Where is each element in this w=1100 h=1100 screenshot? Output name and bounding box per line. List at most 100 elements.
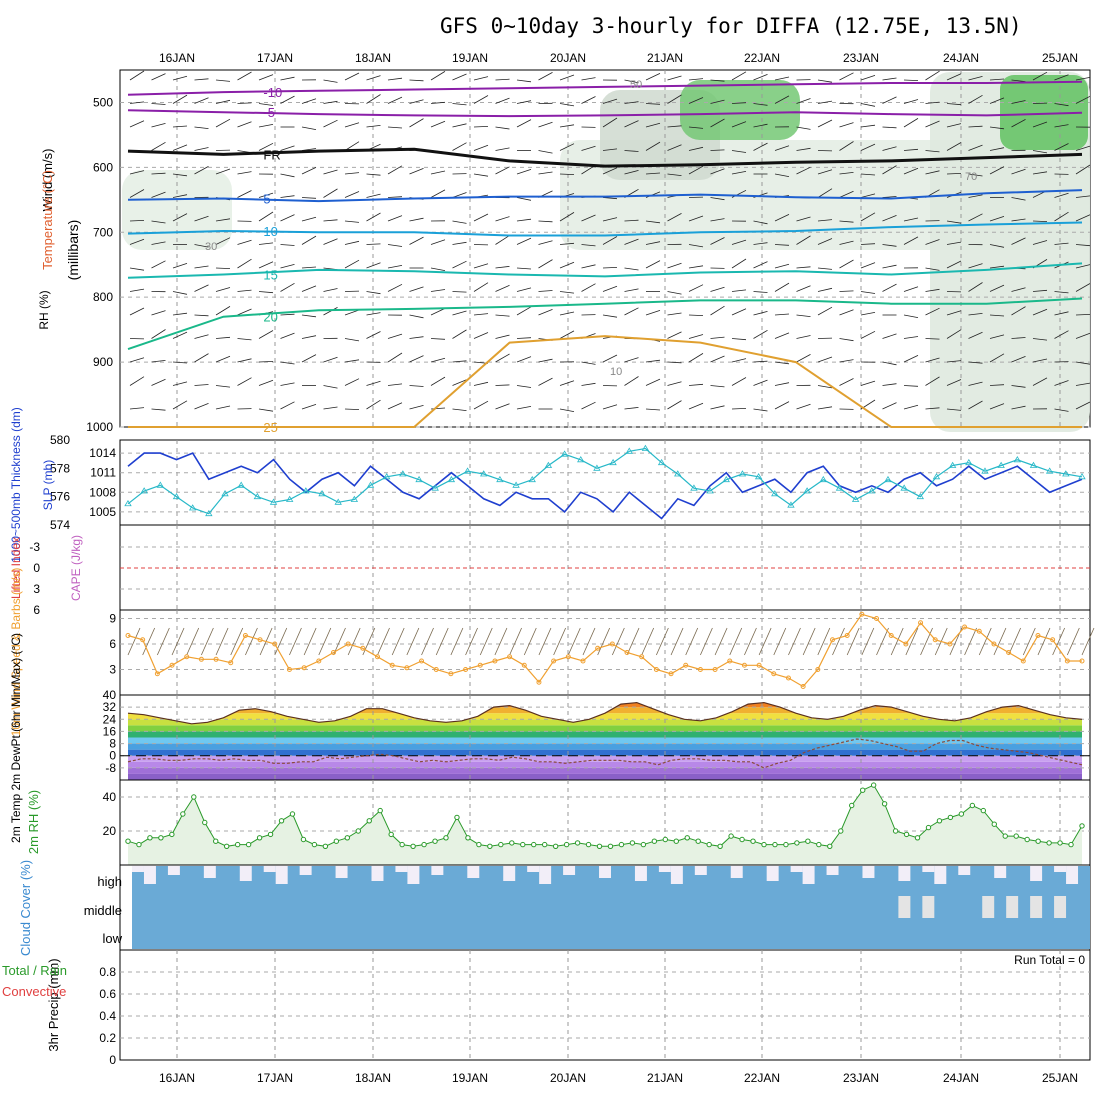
wind-barb [1054, 192, 1069, 198]
wind-tick-label: 3 [109, 663, 116, 677]
wind10m-point [316, 658, 322, 664]
rh-point [991, 821, 997, 827]
cloud-clear-cell [275, 866, 288, 884]
wind-barb [323, 219, 338, 222]
rh-point [245, 841, 252, 848]
temp-line [127, 701, 1083, 725]
wind-barb [946, 173, 962, 175]
thickness-point [706, 487, 714, 494]
wind-barb [968, 263, 983, 269]
wind-barb [624, 357, 639, 363]
temp-tick-label: 24 [103, 712, 117, 726]
wind-barb [258, 261, 274, 269]
barb-10m [744, 627, 757, 656]
precip-tick-label: 0.6 [99, 987, 116, 1001]
wind-barb [731, 239, 747, 245]
wind-barb [796, 216, 811, 222]
wind-barb [538, 72, 553, 81]
rh-point [618, 841, 625, 848]
wind-barb [151, 141, 166, 151]
barb-10m [274, 627, 288, 656]
wind-barb [538, 290, 553, 292]
rh-region [930, 72, 1090, 432]
wind-barb [1054, 211, 1069, 222]
wind-barb [387, 283, 403, 292]
wind-barb [172, 75, 188, 81]
wind-barb [387, 196, 403, 198]
thickness-point [560, 450, 569, 457]
cloud-clear-cell [371, 866, 384, 881]
millibars-label: (millibars) [65, 220, 81, 281]
rh-point [136, 841, 142, 848]
date-label-top: 25JAN [1042, 51, 1078, 65]
barb-10m [685, 627, 699, 656]
wind10m-point [198, 656, 204, 662]
rh-point [465, 835, 471, 841]
wind-barb [817, 79, 833, 83]
wind-barb [516, 237, 532, 245]
wind-barb [903, 314, 919, 318]
wind-barb [753, 311, 768, 316]
wind-barb [258, 74, 274, 81]
cloud-clear-cell [503, 866, 516, 881]
wind-barb [172, 173, 188, 177]
wind-barb [473, 263, 489, 269]
wind-barb [1032, 220, 1048, 222]
rh-contour-label: 10 [610, 366, 622, 378]
wind-barb [172, 194, 188, 198]
wind-barb [301, 314, 317, 318]
wind-barb [237, 308, 252, 316]
temp2m-axis-label: 2m Temp 2m DewPt (6hr Min/Max) (°C) [9, 633, 23, 843]
cloud-clear-cell [802, 866, 815, 884]
wind-barb [882, 126, 897, 129]
wind-barb [839, 259, 854, 269]
cloud-clear-cell [1030, 896, 1043, 918]
rh-tick-label: 40 [103, 790, 117, 804]
rh-point [662, 836, 669, 843]
rh-point [1068, 841, 1074, 848]
isotherm-line [127, 189, 1083, 203]
thickness-point [690, 484, 698, 491]
left-axis-labels: Wind (m/s)Temperature (°C) RH (%) (milliba… [2, 149, 83, 1052]
wind10m-point [154, 671, 160, 677]
wind-barb [366, 243, 381, 245]
wind-barb [860, 173, 876, 176]
wind-barb [817, 356, 833, 363]
rh-point [1013, 833, 1019, 839]
wind-barb [538, 358, 553, 363]
wind-barb [817, 100, 833, 104]
barb-10m [362, 627, 376, 656]
rh-point [651, 838, 658, 844]
thickness-point [528, 475, 536, 483]
wind-barb [903, 355, 919, 363]
li-tick-label: -3 [29, 540, 40, 554]
wind-barb [237, 121, 252, 128]
wind10m-point [448, 671, 454, 677]
wind-barb [559, 330, 575, 339]
wind-barb [495, 384, 510, 386]
wind-barb [581, 244, 596, 247]
thickness-point [1013, 456, 1022, 463]
wind-barb [624, 376, 639, 386]
wind-barb [645, 241, 661, 245]
wind-barb [968, 282, 983, 292]
wind-barb [301, 266, 317, 269]
wind-barb [1011, 385, 1026, 388]
wind-barb [151, 360, 166, 363]
wind10m-point [785, 675, 791, 681]
wind-barb [172, 125, 188, 128]
barb-10m [714, 627, 728, 656]
wind-barb [882, 361, 897, 366]
wind-barb [688, 383, 704, 386]
wind-barb [1011, 119, 1026, 128]
rh-region [1000, 75, 1088, 150]
wind-barb [710, 305, 725, 316]
isotherms: -10 -5 FR 5 10 15 20 25 30 50 70 10 [127, 79, 1083, 435]
wind-barb [215, 168, 231, 175]
wind-barb [753, 123, 768, 128]
date-label-bottom: 23JAN [843, 1071, 879, 1085]
isotherm-line [127, 80, 1083, 96]
wind-barb [301, 285, 317, 292]
pressure-tick-label: 800 [93, 290, 113, 304]
wind-barb [688, 215, 704, 222]
